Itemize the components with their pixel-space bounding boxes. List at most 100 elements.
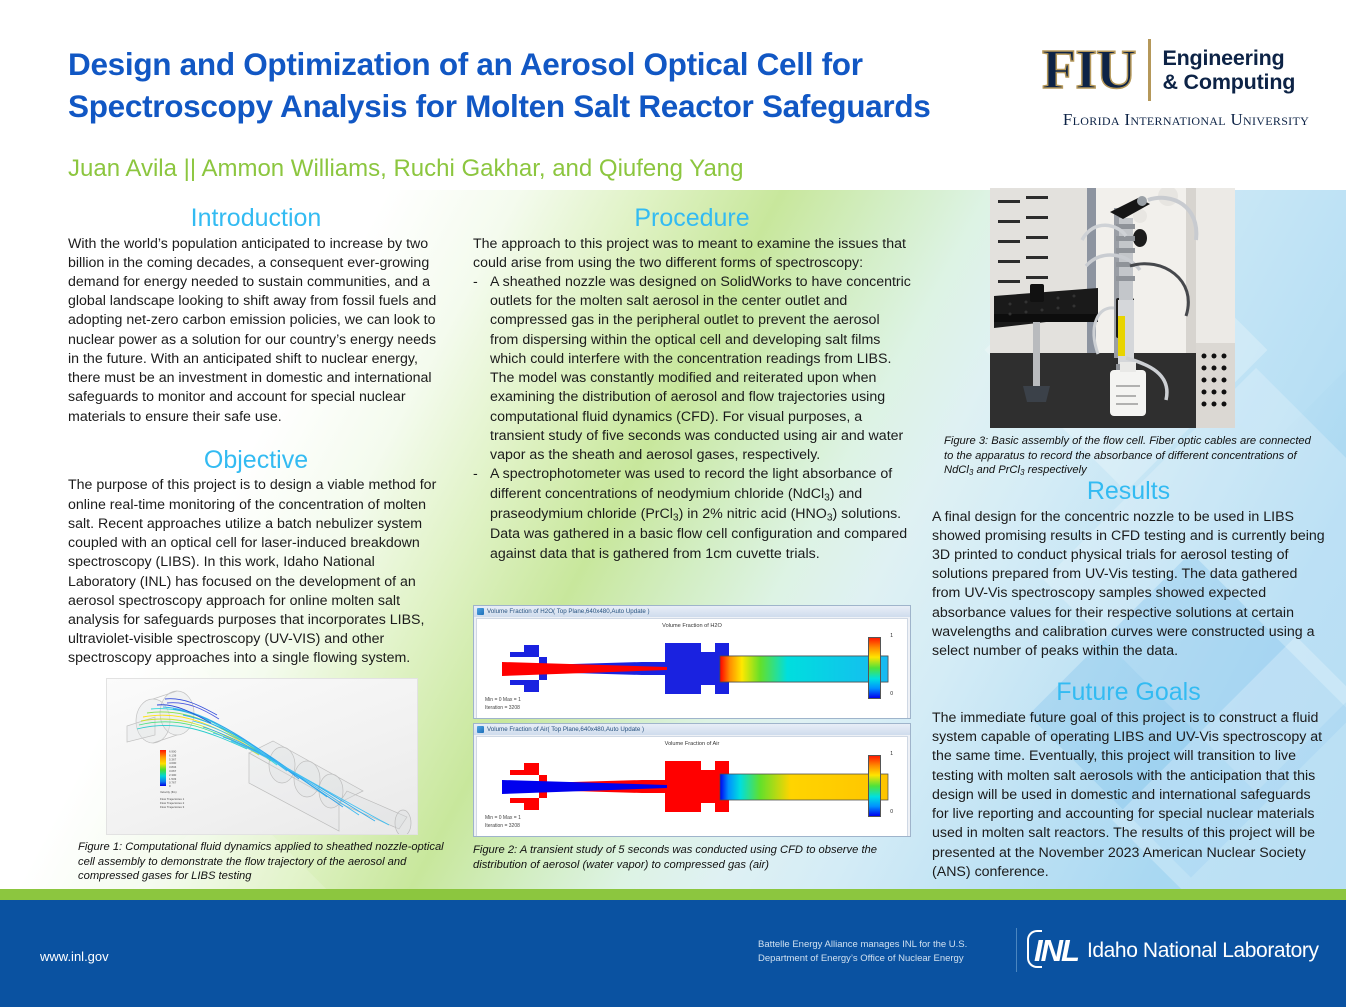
cfd-plot-label: Volume Fraction of H2O xyxy=(662,623,722,629)
cfd-minmax-label: Min = 0 Max = 1 xyxy=(485,697,521,703)
cfd-plot-area: Volume Fraction of H2O xyxy=(476,618,908,718)
svg-text:6.138: 6.138 xyxy=(169,753,177,757)
inl-logo: INL Idaho National Laboratory xyxy=(1027,930,1319,969)
battelle-statement: Battelle Energy Alliance manages INL for… xyxy=(758,938,1008,966)
procedure-bullet-item: - A spectrophotometer was used to record… xyxy=(473,465,911,563)
future-goals-heading: Future Goals xyxy=(1056,678,1201,707)
fiu-wordmark: FIU xyxy=(1041,39,1137,101)
cfd-colorbar xyxy=(868,637,881,699)
fiu-college-name: Engineering & Computing xyxy=(1162,46,1295,95)
cfd-colorbar xyxy=(868,755,881,817)
left-column: Introduction With the world’s population… xyxy=(68,204,444,669)
svg-text:Flow Trajectories 1: Flow Trajectories 1 xyxy=(160,797,185,801)
cfd-plot-area: Volume Fraction of Air xyxy=(476,736,908,836)
bullet2-part-c: ) in 2% nitric acid (HNO xyxy=(678,505,827,522)
fiu-university-name: Florida International University xyxy=(1062,110,1310,129)
procedure-bullet-2: A spectrophotometer was used to record t… xyxy=(490,465,911,563)
bullet2-part-b: ) and praseodymium chloride (PrCl xyxy=(490,485,863,522)
poster-title-line2: Spectroscopy Analysis for Molten Salt Re… xyxy=(68,87,931,124)
figure-2-caption: Figure 2: A transient study of 5 seconds… xyxy=(473,844,878,871)
svg-text:1.533: 1.533 xyxy=(169,777,177,781)
cfd-iteration-label: Iteration = 3208 xyxy=(485,823,520,829)
footer-accent-bar xyxy=(0,889,1346,900)
fiu-divider-icon xyxy=(1148,39,1152,101)
procedure-bullet-item: - A sheathed nozzle was designed on Soli… xyxy=(473,273,911,465)
figure-3-caption-c: respectively xyxy=(1024,464,1087,477)
cfd-panel-air: Volume Fraction of Air( Top Plane,640x48… xyxy=(473,723,911,837)
application-icon xyxy=(477,726,484,733)
results-heading: Results xyxy=(1086,477,1171,505)
battelle-line-2: Department of Energy’s Office of Nuclear… xyxy=(758,952,964,964)
procedure-bullet-1: A sheathed nozzle was designed on SolidW… xyxy=(490,273,911,464)
right-column: Results A final design for the concentri… xyxy=(932,477,1325,882)
fiu-college-line2: & Computing xyxy=(1162,70,1296,94)
footer-bar xyxy=(0,900,1346,1007)
figure-1-caption: Figure 1: Computational fluid dynamics a… xyxy=(78,841,444,883)
svg-text:Velocity (ft/s): Velocity (ft/s) xyxy=(160,790,177,794)
bullet2-part-a: A spectrophotometer was used to record t… xyxy=(490,466,893,502)
cfd-window-titlebar: Volume Fraction of H2O( Top Plane,640x48… xyxy=(474,606,910,617)
inl-website-link[interactable]: www.inl.gov xyxy=(40,949,109,964)
introduction-heading: Introduction xyxy=(190,204,322,232)
cfd-contour-h2o-icon xyxy=(502,643,889,694)
cfd-contour-air-icon xyxy=(502,761,889,812)
poster-authors: Juan Avila || Ammon Williams, Ruchi Gakh… xyxy=(68,155,744,182)
figure-3-caption-a: Figure 3: Basic assembly of the flow cel… xyxy=(944,435,1311,477)
figure-3-photo xyxy=(990,188,1235,428)
figure-3-caption: Figure 3: Basic assembly of the flow cel… xyxy=(944,434,1318,479)
procedure-bullet-list: - A sheathed nozzle was designed on Soli… xyxy=(473,273,911,564)
cfd-window-title: Volume Fraction of H2O( Top Plane,640x48… xyxy=(487,607,650,615)
figure-3-sub-1: 3 xyxy=(968,468,974,478)
poster-title: Design and Optimization of an Aerosol Op… xyxy=(68,44,1028,128)
bullet2-sub-1: 3 xyxy=(824,492,830,504)
middle-column: Procedure The approach to this project w… xyxy=(473,204,911,564)
fiu-college-line1: Engineering xyxy=(1162,45,1285,70)
cfd-window-title: Volume Fraction of Air( Top Plane,640x48… xyxy=(487,725,645,733)
bullet2-sub-2: 3 xyxy=(672,512,679,524)
svg-text:Flow Trajectories 2: Flow Trajectories 2 xyxy=(160,801,185,805)
figure-2-image: Volume Fraction of H2O( Top Plane,640x48… xyxy=(473,605,911,837)
procedure-heading: Procedure xyxy=(634,204,750,232)
cfd-window-titlebar: Volume Fraction of Air( Top Plane,640x48… xyxy=(474,724,910,735)
cfd-colorbar-max: 1 xyxy=(890,633,893,639)
svg-text:2.300: 2.300 xyxy=(169,773,177,777)
cfd-colorbar-min: 0 xyxy=(890,809,893,815)
svg-text:4.600: 4.600 xyxy=(169,761,177,765)
procedure-intro: The approach to this project was to mean… xyxy=(473,235,906,271)
cfd-colorbar-min: 0 xyxy=(890,691,893,697)
svg-text:0.767: 0.767 xyxy=(169,781,177,785)
fiu-logo: FIU Engineering & Computing Florida Inte… xyxy=(1041,34,1330,139)
future-goals-body: The immediate future goal of this projec… xyxy=(932,709,1323,880)
battelle-line-1: Battelle Energy Alliance manages INL for… xyxy=(758,939,968,950)
cfd-colorbar-max: 1 xyxy=(890,751,893,757)
svg-text:6.900: 6.900 xyxy=(169,750,177,754)
figure-3-sub-2: 3 xyxy=(1020,468,1025,478)
svg-text:5.367: 5.367 xyxy=(169,757,177,761)
svg-text:3.067: 3.067 xyxy=(169,769,177,773)
introduction-body: With the world’s population anticipated … xyxy=(68,235,437,425)
bullet2-sub-3: 3 xyxy=(826,512,833,524)
cfd-plot-label: Volume Fraction of Air xyxy=(664,741,720,747)
svg-text:0: 0 xyxy=(169,784,171,788)
cfd-iteration-label: Iteration = 3208 xyxy=(485,705,520,711)
objective-heading: Objective xyxy=(203,445,309,474)
footer-divider xyxy=(1016,928,1017,972)
bullet-marker: - xyxy=(473,466,478,483)
inl-lab-name: Idaho National Laboratory xyxy=(1086,939,1319,962)
inl-wordmark: INL xyxy=(1027,930,1080,968)
svg-text:3.834: 3.834 xyxy=(169,765,177,769)
application-icon xyxy=(477,608,484,615)
results-body: A final design for the concentric nozzle… xyxy=(932,508,1325,660)
poster-title-line1: Design and Optimization of an Aerosol Op… xyxy=(68,46,863,82)
flow-cell-apparatus-photo-icon xyxy=(990,188,1235,428)
cfd-minmax-label: Min = 0 Max = 1 xyxy=(485,815,521,821)
figure-1-image: 6.900 6.138 5.367 4.600 3.834 3.067 2.300 1.… xyxy=(106,678,418,835)
objective-body: The purpose of this project is to design… xyxy=(68,477,437,667)
bullet2-part-d: ) solutions. Data was gathered in a basi… xyxy=(490,505,908,562)
svg-text:Flow Trajectories 3: Flow Trajectories 3 xyxy=(160,805,185,809)
header-background xyxy=(0,0,1346,190)
cfd-panel-h2o: Volume Fraction of H2O( Top Plane,640x48… xyxy=(473,605,911,719)
